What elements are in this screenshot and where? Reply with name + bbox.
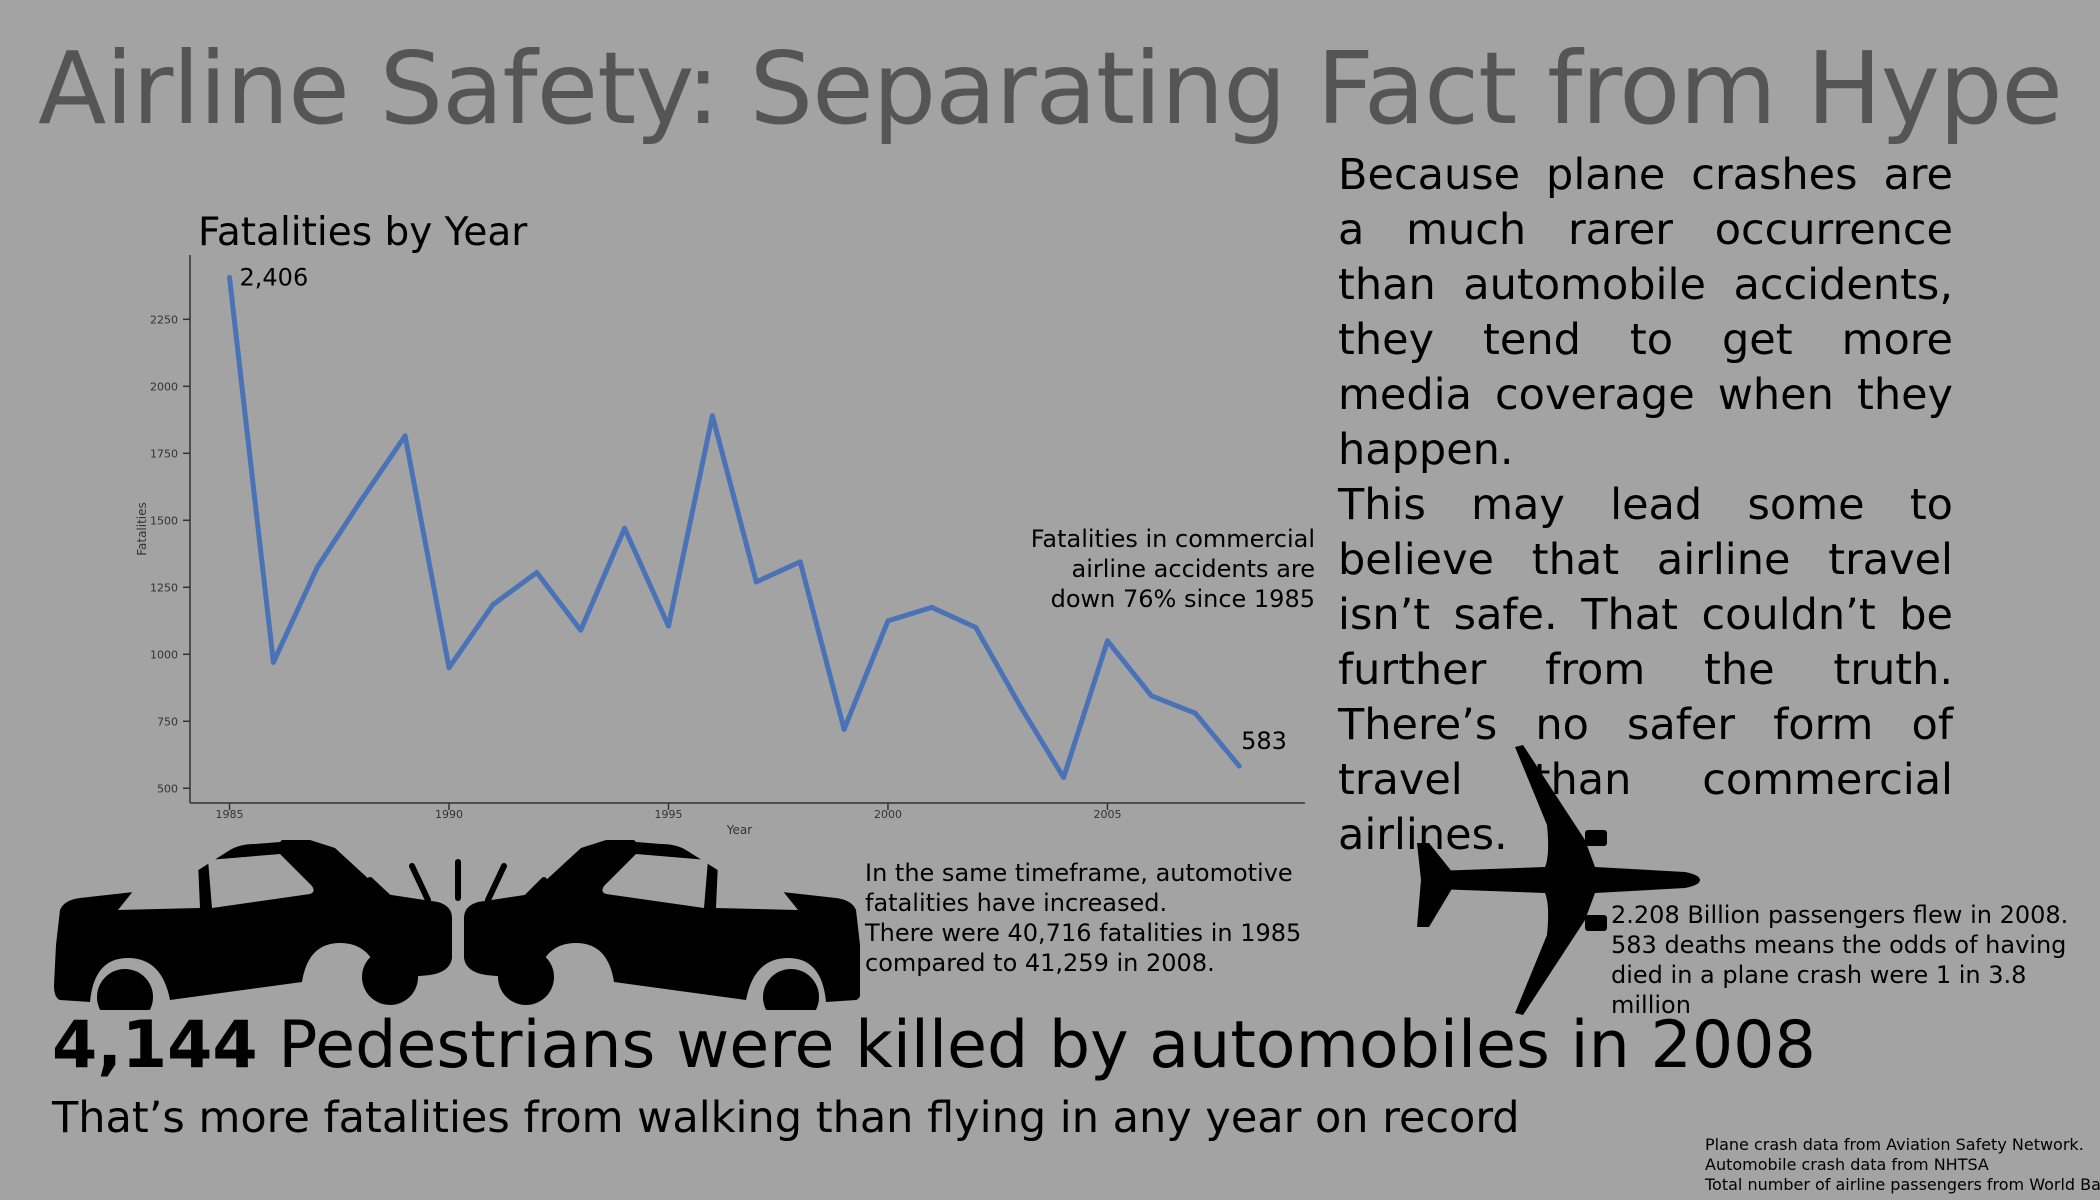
passenger-note-line: 2.208 Billion passengers flew in 2008.: [1611, 901, 2069, 929]
data-point: [753, 579, 759, 585]
y-tick-label: 1500: [150, 514, 178, 527]
x-tick-label: 2005: [1093, 808, 1121, 821]
automotive-note-line: In the same timeframe, automotive fatali…: [865, 859, 1293, 917]
decline-annotation-line: airline accidents are: [1071, 555, 1315, 583]
data-point: [490, 602, 496, 608]
y-axis-label: Fatalities: [135, 502, 149, 556]
y-tick-label: 2250: [150, 313, 178, 326]
data-point: [227, 275, 233, 281]
x-tick-label: 1990: [435, 808, 463, 821]
pedestrian-headline: 4,144 Pedestrians were killed by automob…: [52, 1008, 1816, 1083]
data-point: [578, 627, 584, 633]
data-point: [314, 564, 320, 570]
source-line: Automobile crash data from NHTSA: [1705, 1155, 1989, 1174]
x-tick-label: 1985: [216, 808, 244, 821]
passenger-note-line: 583 deaths means the odds of having died…: [1611, 931, 2067, 1019]
data-point: [665, 623, 671, 629]
data-point: [358, 497, 364, 503]
data-point: [973, 624, 979, 630]
source-line: Plane crash data from Aviation Safety Ne…: [1705, 1135, 2084, 1154]
airplane-icon: [1417, 745, 1700, 1015]
y-tick-label: 1000: [150, 648, 178, 661]
x-tick-label: 1995: [654, 808, 682, 821]
decline-annotation-line: down 76% since 1985: [1050, 585, 1315, 613]
series-line: [227, 275, 1242, 780]
data-point: [885, 618, 891, 624]
data-point: [622, 525, 628, 531]
y-tick-label: 500: [157, 782, 178, 795]
start-value-label: 2,406: [240, 264, 309, 292]
fatalities-line-chart: 500 750 1000 1250 1500 1750 2000 2250 1985 1990 19…: [135, 255, 1305, 837]
data-point: [1148, 693, 1154, 699]
data-point: [841, 726, 847, 732]
decline-annotation-line: Fatalities in commercial: [1030, 525, 1315, 553]
passenger-odds-note: 2.208 Billion passengers flew in 2008. 5…: [1611, 900, 2091, 1020]
data-point: [1104, 638, 1110, 644]
x-tick-label: 2000: [874, 808, 902, 821]
y-tick-label: 1750: [150, 447, 178, 460]
x-axis-label: Year: [726, 823, 752, 837]
y-tick-label: 2000: [150, 380, 178, 393]
page-title: Airline Safety: Separating Fact from Hyp…: [38, 30, 2063, 147]
data-point: [709, 413, 715, 419]
y-tick-label: 750: [157, 715, 178, 728]
automotive-note-line: There were 40,716 fatalities in 1985 com…: [865, 919, 1302, 977]
sources: Plane crash data from Aviation Safety Ne…: [1705, 1135, 2100, 1195]
data-point: [1192, 710, 1198, 716]
data-point: [534, 570, 540, 576]
data-point: [1061, 775, 1067, 781]
car-crash-icon: [54, 840, 860, 1010]
data-point: [797, 559, 803, 565]
end-value-label: 583: [1241, 727, 1287, 755]
intro-paragraph: Because plane crashes are a much rarer o…: [1338, 150, 1953, 475]
source-line: Total number of airline passengers from …: [1705, 1175, 2100, 1194]
data-point: [270, 659, 276, 665]
pedestrian-count: 4,144: [52, 1008, 258, 1083]
data-point: [1236, 763, 1242, 769]
y-tick-label: 1250: [150, 581, 178, 594]
comparison-subline: That’s more fatalities from walking than…: [52, 1093, 1520, 1143]
data-point: [446, 665, 452, 671]
pedestrian-headline-text: Pedestrians were killed by automobiles i…: [257, 1008, 1816, 1083]
chart-title: Fatalities by Year: [198, 210, 528, 255]
data-point: [929, 604, 935, 610]
automotive-note: In the same timeframe, automotive fatali…: [865, 858, 1385, 978]
data-point: [1017, 702, 1023, 708]
decline-annotation: Fatalities in commercial airline acciden…: [1000, 524, 1315, 614]
data-point: [402, 433, 408, 439]
